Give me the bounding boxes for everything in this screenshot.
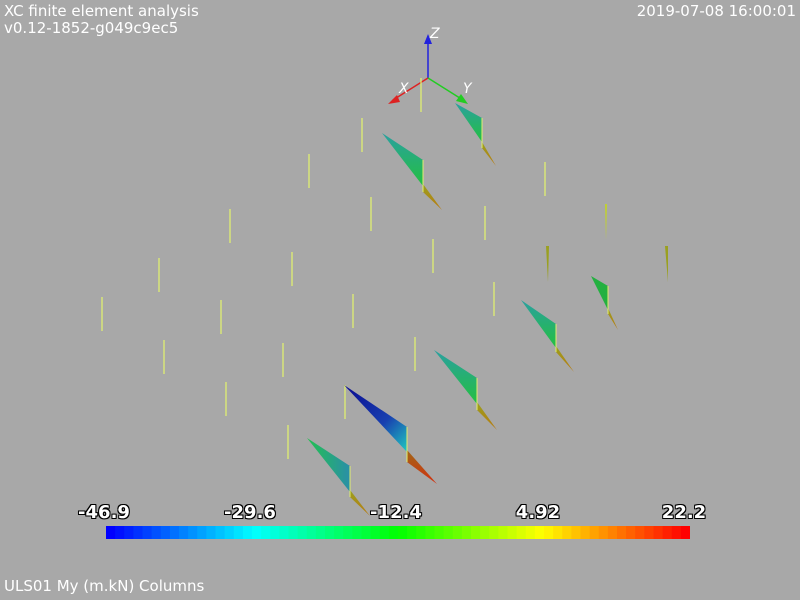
colorbar-swatch	[325, 526, 335, 539]
moment-diagram-peak	[344, 385, 437, 484]
colorbar-swatch	[151, 526, 162, 539]
colorbar-swatch	[662, 526, 673, 539]
colorbar-swatch	[124, 526, 134, 539]
colorbar-swatch	[142, 526, 153, 539]
colorbar-swatch	[379, 526, 390, 539]
colorbar-swatch	[671, 526, 682, 539]
colorbar-swatch	[525, 526, 536, 539]
colorbar-swatch	[197, 526, 207, 539]
colorbar-swatch	[261, 526, 271, 539]
colorbar-swatch	[270, 526, 280, 539]
colorbar-swatch	[644, 526, 655, 539]
colorbar-swatch	[680, 526, 690, 539]
colorbar-swatch	[288, 526, 299, 539]
colorbar-swatch	[516, 526, 527, 539]
colorbar-swatch	[343, 526, 353, 539]
colorbar-swatch	[242, 526, 253, 539]
colorbar-swatch	[398, 526, 408, 539]
colorbar-swatch	[233, 526, 244, 539]
colorbar-swatch	[452, 526, 463, 539]
orientation-axes	[388, 34, 468, 104]
colorbar-swatch	[297, 526, 308, 539]
colorbar-swatch	[507, 526, 518, 539]
colorbar-swatch	[589, 526, 600, 539]
colorbar-swatch	[626, 526, 636, 539]
colorbar-swatch	[306, 526, 317, 539]
colorbar-swatch	[562, 526, 572, 539]
colorbar-swatch	[334, 526, 344, 539]
colorbar-swatch	[370, 526, 381, 539]
colorbar-swatch	[206, 526, 217, 539]
colorbar-swatch	[115, 526, 125, 539]
colorbar-swatch	[443, 526, 454, 539]
moment-diagram-small	[546, 204, 668, 282]
moment-diagram	[434, 350, 497, 430]
colorbar-swatch	[480, 526, 490, 539]
colorbar-swatch	[425, 526, 436, 539]
x-axis-label: X	[398, 81, 409, 97]
colorbar-swatch	[361, 526, 372, 539]
colorbar-swatch	[315, 526, 326, 539]
caption: ULS01 My (m.kN) Columns	[4, 577, 205, 595]
colorbar-swatch	[407, 526, 417, 539]
app-title: XC finite element analysis	[4, 2, 199, 20]
colorbar-swatch	[252, 526, 262, 539]
colorbar-swatch	[461, 526, 472, 539]
colorbar-swatch	[553, 526, 563, 539]
y-axis-label: Y	[463, 81, 473, 97]
colorbar-swatch	[653, 526, 664, 539]
colorbar-swatch	[534, 526, 545, 539]
moment-diagram	[455, 103, 496, 166]
colorbar-swatch	[598, 526, 609, 539]
legend-tick-label: 22.2	[661, 502, 707, 523]
colorbar-swatch	[607, 526, 618, 539]
z-axis-label: Z	[429, 26, 440, 42]
legend-tick-label: 4.92	[515, 502, 561, 523]
colorbar-swatch	[224, 526, 235, 539]
colorbar-swatch	[434, 526, 445, 539]
colorbar	[106, 526, 690, 539]
moment-diagram	[591, 276, 618, 330]
colorbar-swatch	[388, 526, 399, 539]
moment-diagram	[382, 133, 442, 210]
colorbar-swatch	[188, 526, 198, 539]
moment-diagram	[307, 438, 370, 516]
colorbar-swatch	[571, 526, 582, 539]
moment-diagram	[521, 300, 574, 372]
colorbar-swatch	[544, 526, 554, 539]
colorbar-swatch	[133, 526, 144, 539]
timestamp: 2019-07-08 16:00:01	[636, 2, 796, 20]
colorbar-swatch	[416, 526, 426, 539]
legend-tick-label: -46.9	[78, 502, 130, 523]
columns-grid	[101, 78, 546, 459]
colorbar-swatch	[498, 526, 509, 539]
colorbar-swatch	[215, 526, 226, 539]
legend-tick-label: -29.6	[224, 502, 276, 523]
colorbar-swatch	[169, 526, 180, 539]
colorbar-swatch	[635, 526, 645, 539]
colorbar-swatch	[617, 526, 627, 539]
colorbar-swatch	[160, 526, 171, 539]
version-label: v0.12-1852-g049c9ec5	[4, 19, 179, 37]
colorbar-swatch	[580, 526, 591, 539]
colorbar-swatch	[489, 526, 499, 539]
legend-tick-label: -12.4	[370, 502, 422, 523]
colorbar-swatch	[471, 526, 481, 539]
colorbar-swatch	[179, 526, 189, 539]
colorbar-swatch	[279, 526, 290, 539]
colorbar-swatch	[352, 526, 363, 539]
colorbar-swatch	[106, 526, 116, 539]
